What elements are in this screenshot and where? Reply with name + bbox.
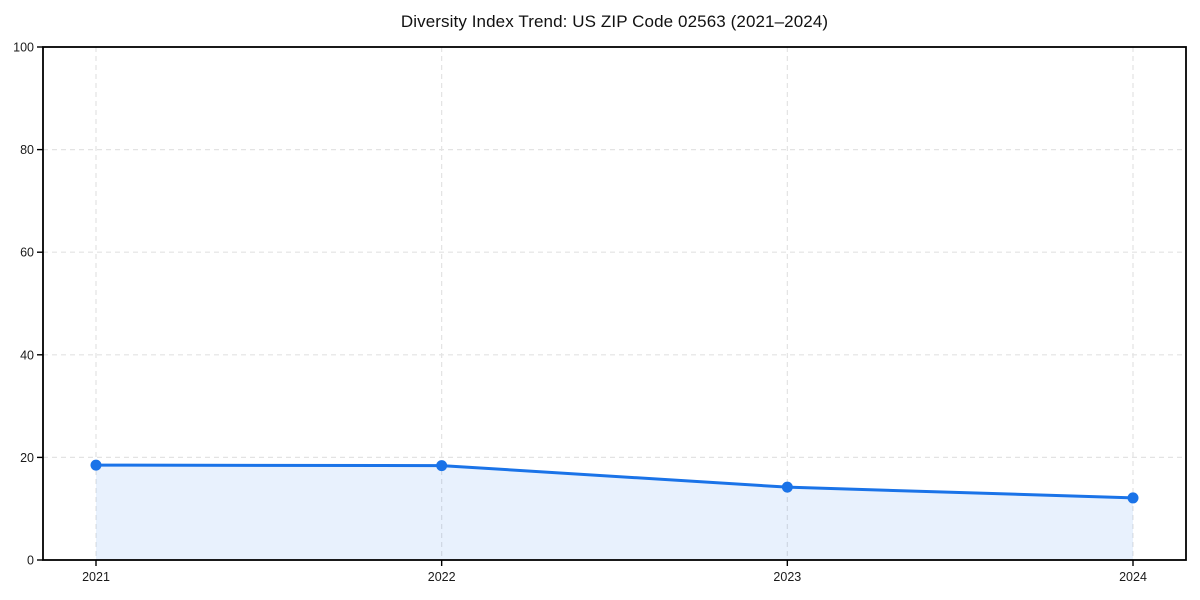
data-point [781,481,793,493]
y-tick-label: 0 [27,554,34,568]
trend-line [94,463,1135,500]
data-point [436,460,448,472]
area-fill [96,465,1133,560]
y-tick-label: 100 [13,41,34,55]
plot-border [42,46,1187,561]
x-tick-label: 2022 [428,570,456,584]
x-tick-label: 2021 [82,570,110,584]
chart-title: Diversity Index Trend: US ZIP Code 02563… [400,12,829,31]
y-tick-label: 60 [20,246,34,260]
y-tick-label: 20 [20,451,34,465]
data-point [90,459,102,471]
x-tick-label: 2023 [773,570,801,584]
x-tick-label: 2024 [1119,570,1147,584]
data-point [1127,492,1139,504]
y-tick-label: 40 [20,348,34,362]
y-tick-label: 80 [20,143,34,157]
